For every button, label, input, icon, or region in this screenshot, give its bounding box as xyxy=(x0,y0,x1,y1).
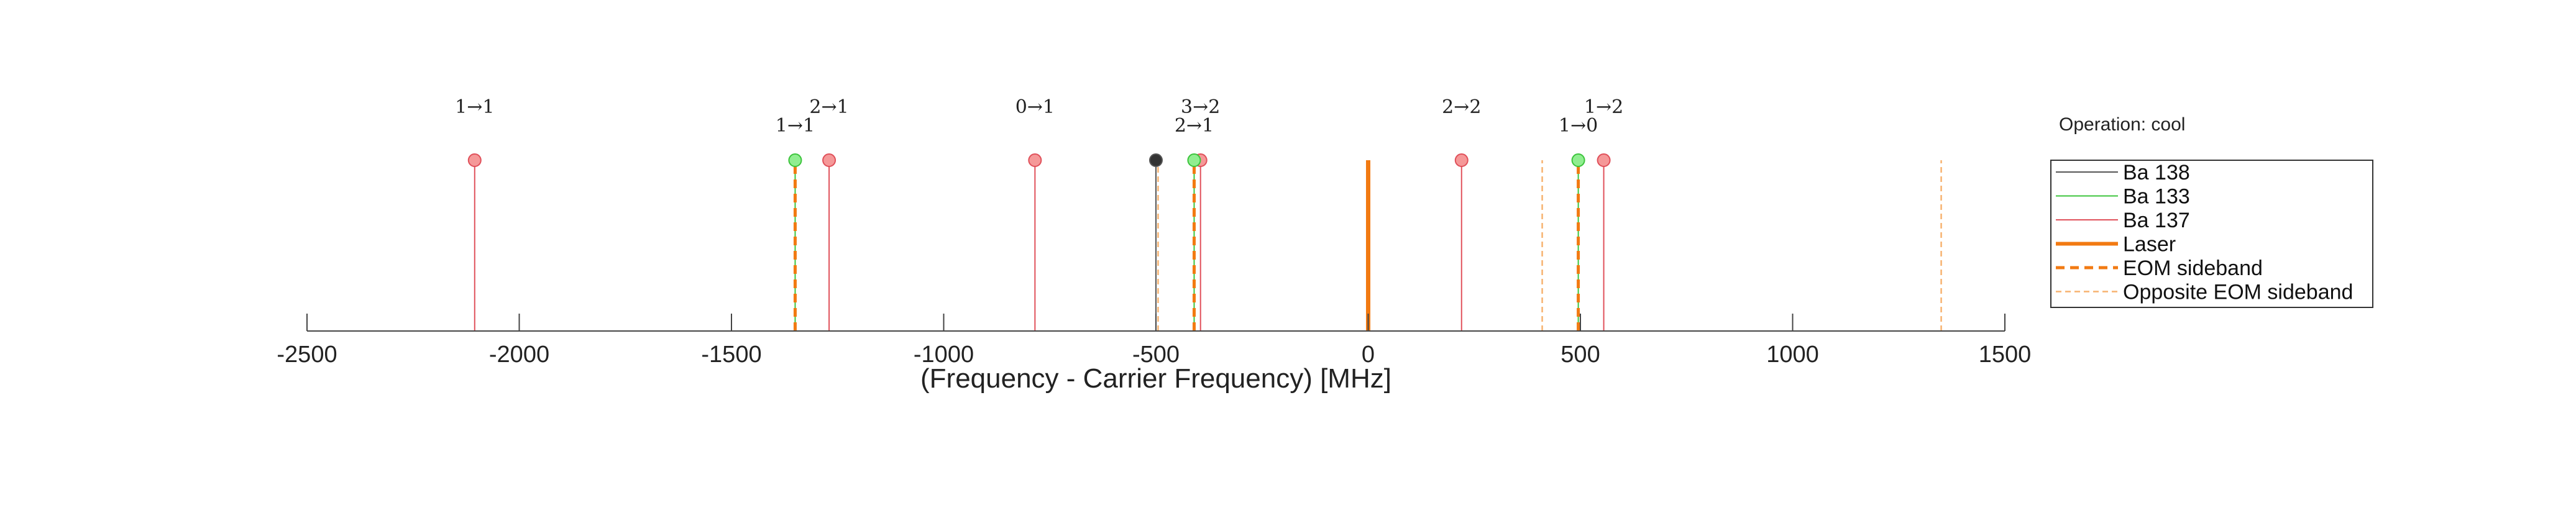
x-tick-label-7: 1000 xyxy=(1766,342,1819,368)
stems-layer xyxy=(467,153,1942,331)
x-tick-label-6: 500 xyxy=(1561,342,1600,368)
legend-label-ba133: Ba 133 xyxy=(2123,185,2190,209)
operation-label: Operation: cool xyxy=(2059,114,2185,135)
x-tick-label-3: -1000 xyxy=(914,342,974,368)
legend-label-eom: EOM sideband xyxy=(2123,256,2263,280)
marker-ba138-0 xyxy=(1149,153,1163,167)
x-tick-label-2: -1500 xyxy=(701,342,761,368)
x-axis-title: (Frequency - Carrier Frequency) [MHz] xyxy=(920,363,1391,394)
legend-label-opposite_eom: Opposite EOM sideband xyxy=(2123,281,2353,304)
legend-label-laser: Laser xyxy=(2123,233,2176,256)
marker-ba133-2 xyxy=(1571,153,1585,167)
x-tick-label-4: -500 xyxy=(1132,342,1180,368)
transition-label-1: 1→1 xyxy=(776,115,815,137)
transition-label-4: 3→2 xyxy=(1181,96,1220,118)
transition-label-2: 2→1 xyxy=(809,96,848,118)
transition-labels-layer: 1→11→12→1 0→1 3→22→12→21→01→2 xyxy=(455,96,1623,137)
legend-box xyxy=(2050,160,2373,308)
legend-label-ba137: Ba 137 xyxy=(2123,209,2190,232)
marker-ba137-1 xyxy=(822,153,837,167)
transition-label-5: 2→1 xyxy=(1175,115,1214,137)
transition-label-0: 1→1 xyxy=(455,96,494,118)
x-tick-label-1: -2000 xyxy=(489,342,549,368)
marker-ba133-0 xyxy=(788,153,802,167)
marker-ba137-0 xyxy=(467,153,482,167)
transition-label-7: 1→0 xyxy=(1559,115,1598,137)
x-tick-label-0: -2500 xyxy=(277,342,337,368)
marker-ba137-4 xyxy=(1454,153,1469,167)
x-ticks-layer: -2500 -2000 -1500 -1000 -500 0 500 1000 1500 xyxy=(277,314,2031,368)
transition-label-6: 2→2 xyxy=(1442,96,1481,118)
legend-label-ba138: Ba 138 xyxy=(2123,161,2190,184)
marker-ba133-1 xyxy=(1187,153,1201,167)
marker-ba137-5 xyxy=(1597,153,1611,167)
marker-ba137-2 xyxy=(1028,153,1042,167)
x-tick-label-5: 0 xyxy=(1362,342,1375,368)
transition-label-3: 0→1 xyxy=(1015,96,1055,118)
x-tick-label-8: 1500 xyxy=(1979,342,2032,368)
transition-label-8: 1→2 xyxy=(1584,96,1623,118)
